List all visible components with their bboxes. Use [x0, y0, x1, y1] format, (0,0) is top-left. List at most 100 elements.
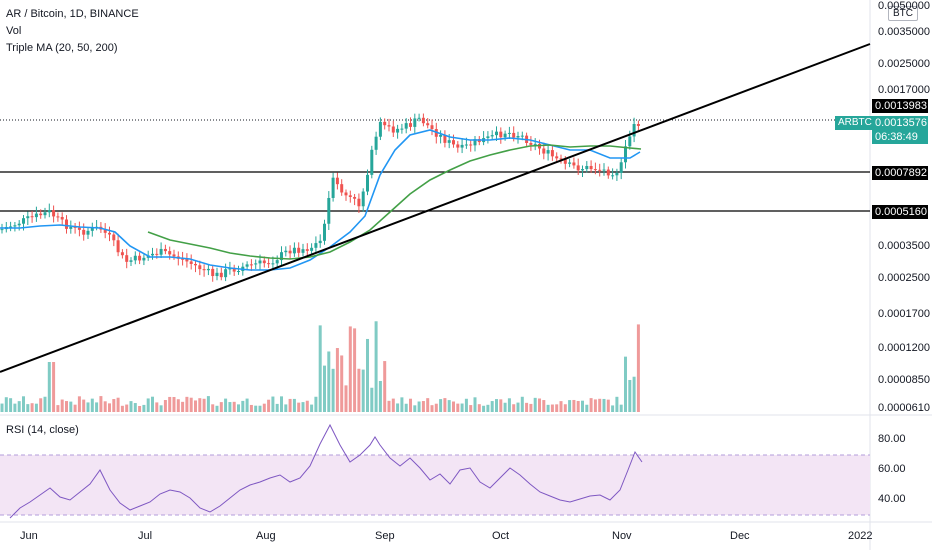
candle-body [245, 264, 249, 267]
candle-body [585, 165, 589, 170]
candle-body [366, 174, 369, 192]
candle-body [151, 253, 154, 256]
candle-body [292, 247, 296, 254]
volume-bar [73, 404, 77, 412]
candle-body [181, 258, 185, 260]
candle-body [163, 248, 167, 252]
candle-body [125, 255, 129, 262]
candle-body [13, 225, 17, 227]
currency-button[interactable]: BTC [888, 6, 918, 21]
candle-body [490, 135, 494, 137]
volume-bar [499, 399, 503, 412]
candle-body [619, 162, 623, 173]
volume-bar [176, 399, 180, 412]
time-axis-label: Sep [375, 530, 395, 542]
support-2-tag: 0.0005160 [872, 205, 928, 219]
volume-bar [323, 365, 326, 412]
volume-bar [99, 396, 103, 412]
volume-indicator-label[interactable]: Vol [6, 25, 22, 37]
volume-bar [181, 401, 185, 412]
rsi-indicator-label[interactable]: RSI (14, close) [6, 424, 79, 436]
volume-bar [512, 404, 516, 412]
volume-bar [189, 397, 193, 412]
candle-body [507, 132, 511, 134]
volume-bar [636, 324, 640, 412]
candle-body [396, 128, 400, 133]
last-price-tag: 0.0013576 [872, 116, 928, 130]
candle-body [215, 272, 219, 277]
candlesticks [0, 113, 640, 282]
candle-body [602, 169, 606, 171]
candle-body [103, 229, 107, 233]
volume-bar [310, 404, 314, 412]
candle-body [314, 243, 318, 248]
volume-bar [168, 396, 172, 412]
candle-body [624, 146, 627, 163]
volume-bar [254, 405, 258, 412]
volume-bar [82, 399, 86, 412]
volume-bar [292, 398, 296, 412]
candle-body [254, 263, 258, 265]
volume-bar [86, 402, 90, 412]
volume-bar [95, 402, 99, 412]
candle-body [108, 232, 111, 235]
volume-bar [615, 396, 619, 412]
volume-bar [17, 401, 21, 412]
candle-body [529, 142, 533, 145]
candle-body [249, 264, 253, 266]
candle-body [26, 216, 30, 219]
volume-bar [43, 396, 47, 412]
volume-bar [357, 368, 361, 412]
candle-body [348, 195, 352, 197]
volume-bar [482, 405, 486, 412]
volume-bar [426, 398, 430, 412]
volume-bar [65, 401, 68, 412]
candle-body [417, 117, 421, 119]
volume-bar [9, 398, 13, 412]
candle-body [439, 134, 443, 137]
volume-bar [520, 396, 524, 412]
volume-bar [4, 397, 8, 412]
volume-bar [507, 398, 511, 412]
volume-bar [396, 403, 400, 412]
volume-bar [344, 385, 348, 412]
volume-bar [611, 405, 615, 412]
volume-bar [120, 405, 124, 412]
candle-body [589, 165, 593, 170]
volume-bar [576, 400, 580, 412]
candle-body [409, 123, 412, 127]
price-axis-label: 0.0000610 [878, 402, 930, 414]
volume-bar [47, 362, 51, 412]
candle-body [297, 247, 301, 253]
volume-bar [632, 376, 636, 412]
volume-bar [271, 396, 275, 412]
triple-ma-indicator-label[interactable]: Triple MA (20, 50, 200) [6, 42, 118, 54]
volume-bar [129, 401, 133, 412]
volume-bar [13, 403, 17, 412]
volume-bar [22, 396, 25, 412]
time-axis-label: 2022 [848, 530, 873, 542]
candle-body [391, 126, 395, 133]
volume-bar [297, 402, 301, 412]
volume-bar [52, 362, 56, 412]
volume-bar [56, 405, 60, 412]
candle-body [400, 128, 404, 130]
volume-bar [447, 400, 451, 412]
candle-body [116, 240, 120, 253]
ascending-trendline[interactable] [0, 43, 871, 373]
symbol-title[interactable]: AR / Bitcoin, 1D, BINANCE [6, 8, 139, 20]
volume-bar [568, 400, 572, 412]
candle-body [43, 212, 47, 216]
volume-bar [589, 398, 593, 412]
candle-body [77, 227, 81, 230]
candle-body [550, 150, 554, 157]
candle-body [185, 258, 189, 262]
volume-bar [366, 338, 369, 412]
volume-bar [353, 328, 357, 412]
volume-bar [146, 398, 150, 412]
candle-body [473, 139, 477, 146]
volume-bar [538, 398, 541, 412]
volume-bar [112, 399, 116, 412]
candle-body [421, 117, 425, 124]
